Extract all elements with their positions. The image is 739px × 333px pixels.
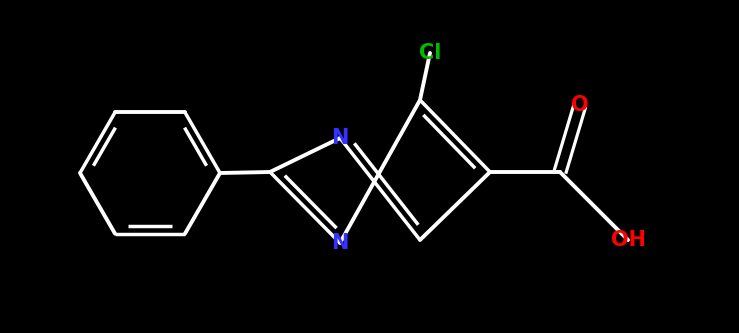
Text: O: O — [571, 95, 589, 115]
Text: OH: OH — [610, 230, 645, 250]
Text: N: N — [331, 233, 349, 253]
Text: Cl: Cl — [419, 43, 441, 63]
Text: N: N — [331, 128, 349, 148]
